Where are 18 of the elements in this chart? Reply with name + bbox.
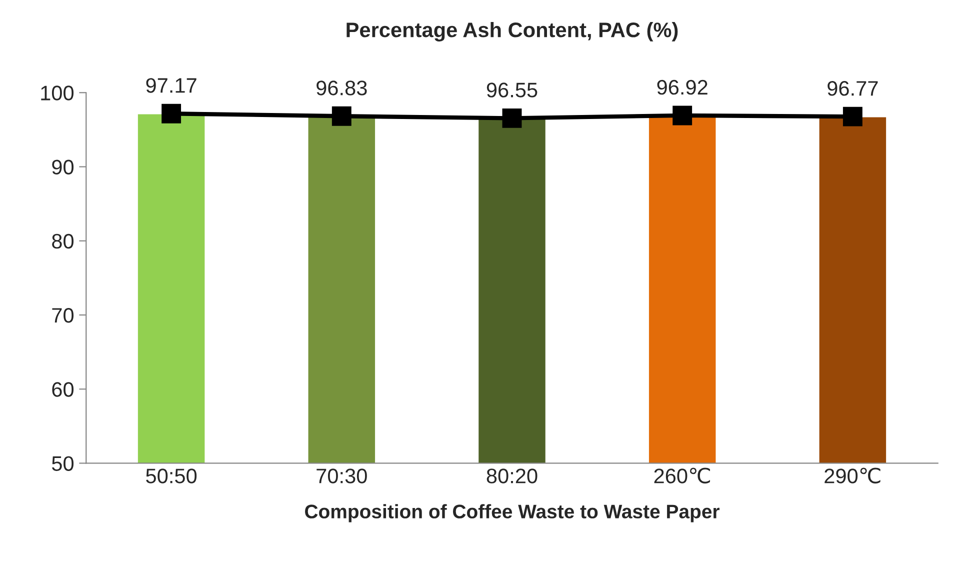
data-label: 96.55 [486, 82, 538, 98]
data-label: 96.77 [828, 81, 878, 96]
y-tick-label: 100 [41, 86, 74, 100]
y-tick-label: 90 [52, 160, 74, 175]
x-tick-label: 290℃ [824, 468, 880, 484]
y-tick-label: 70 [52, 308, 74, 323]
data-label: 96.83 [316, 80, 367, 96]
data-label: 97.17 [146, 78, 196, 93]
chart-title: Percentage Ash Content, PAC (%) [346, 22, 678, 42]
y-tick-label: 80 [52, 234, 74, 249]
x-tick-label: 70:30 [316, 468, 367, 484]
x-axis-title: Composition of Coffee Waste to Waste Paper [305, 504, 720, 522]
x-tick-label: 260℃ [654, 468, 710, 484]
y-tick-label: 50 [52, 456, 74, 471]
x-tick-label: 80:20 [486, 468, 538, 484]
data-label: 96.92 [657, 80, 708, 95]
x-tick-label: 50:50 [146, 468, 197, 484]
y-tick-label: 60 [52, 382, 74, 397]
